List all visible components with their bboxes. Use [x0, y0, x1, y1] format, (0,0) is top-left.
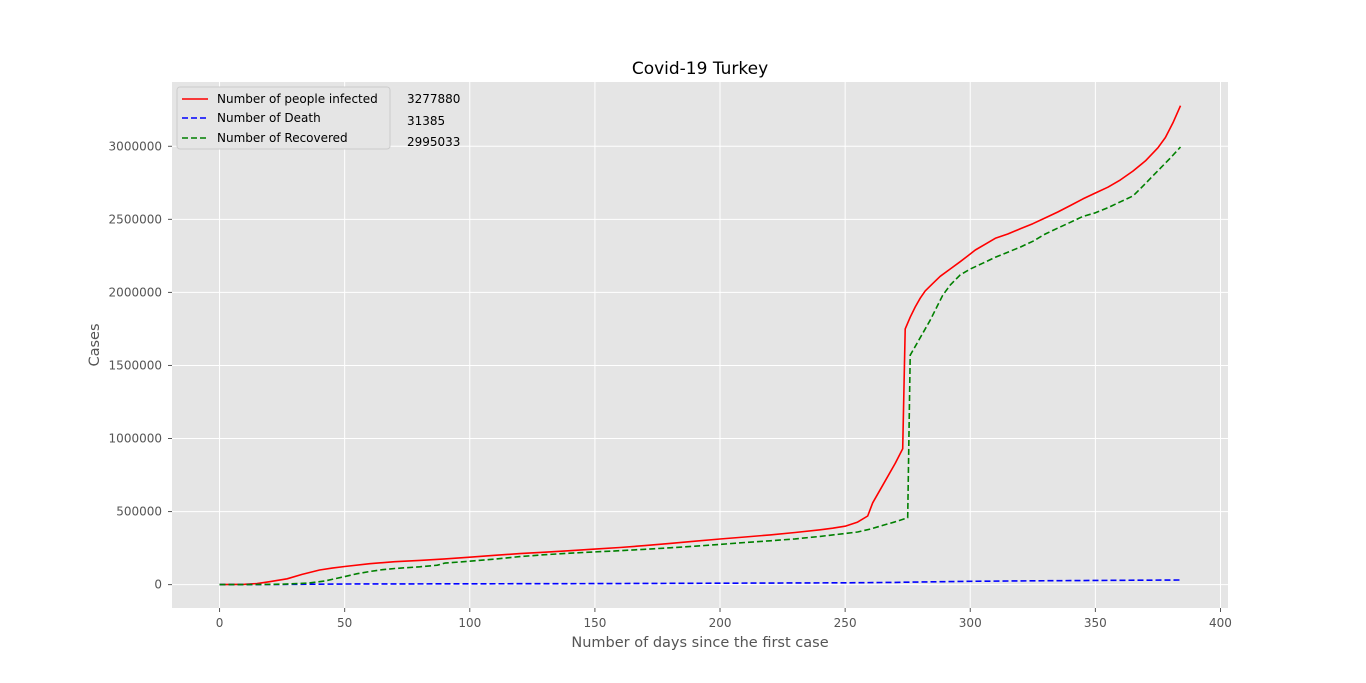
- y-tick-label: 2000000: [109, 285, 162, 299]
- legend-label-death: Number of Death: [217, 111, 321, 125]
- x-tick-label: 150: [583, 616, 606, 630]
- y-tick-label: 3000000: [109, 139, 162, 153]
- series-layer: [219, 105, 1182, 586]
- legend: Number of people infected Number of Deat…: [176, 86, 391, 150]
- tick-labels: 0 50 100 150 200 250 300 350 400 0 500000 1000000 15…: [109, 139, 1232, 630]
- x-tick-label: 0: [216, 616, 224, 630]
- legend-box: [176, 86, 391, 150]
- x-tick-label: 350: [1084, 616, 1107, 630]
- legend-label-infected: Number of people infected: [217, 92, 378, 106]
- y-tick-label: 2500000: [109, 212, 162, 226]
- x-tick-label: 300: [959, 616, 982, 630]
- x-tick-label: 100: [458, 616, 481, 630]
- x-tick-label: 400: [1209, 616, 1232, 630]
- annotation-death-total: 31385: [407, 114, 445, 128]
- annotation-infected-total: 3277880: [407, 92, 460, 106]
- x-tick-label: 200: [709, 616, 732, 630]
- series-death-line: [219, 579, 1181, 586]
- x-axis-label: Number of days since the first case: [571, 635, 828, 651]
- y-tick-label: 1500000: [109, 358, 162, 372]
- y-tick-label: 1000000: [109, 432, 162, 446]
- series-infected-line: [219, 105, 1182, 586]
- series-recovered-line: [219, 146, 1182, 586]
- legend-label-recovered: Number of Recovered: [217, 131, 348, 145]
- grid: [172, 82, 1228, 608]
- y-tick-label: 0: [154, 578, 162, 592]
- x-tick-label: 50: [337, 616, 352, 630]
- x-tick-label: 250: [834, 616, 857, 630]
- y-axis-label: Cases: [87, 323, 103, 366]
- annotation-recovered-total: 2995033: [407, 135, 460, 149]
- y-tick-label: 500000: [116, 505, 162, 519]
- chart-title: Covid-19 Turkey: [632, 59, 768, 79]
- plot-area: [172, 82, 1228, 608]
